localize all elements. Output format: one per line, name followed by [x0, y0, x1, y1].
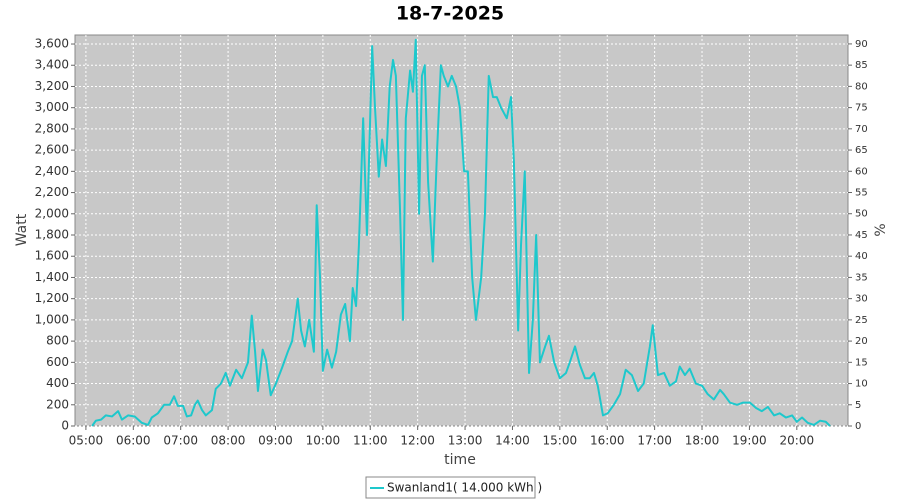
- data-line: [91, 38, 831, 427]
- y-tick-label: 400: [46, 376, 69, 390]
- y2-tick-label: 75: [855, 103, 868, 114]
- y2-tick-label: 45: [855, 230, 868, 241]
- legend-label: Swanland1( 14.000 kWh ): [387, 481, 542, 495]
- y2-tick-label: 85: [855, 60, 868, 71]
- y-tick-label: 1,000: [35, 312, 69, 326]
- legend-box: [365, 476, 536, 499]
- y2-tick-label: 40: [855, 251, 868, 262]
- y-tick-label: 2,600: [35, 143, 69, 157]
- y2-tick-label: 35: [855, 272, 868, 283]
- y-tick-label: 3,200: [35, 79, 69, 93]
- x-tick-label: 08:00: [211, 434, 246, 448]
- x-tick-label: 20:00: [780, 434, 815, 448]
- y2-tick-label: 30: [855, 294, 868, 305]
- y2-tick-label: 90: [855, 39, 868, 50]
- y-tick-label: 2,400: [35, 164, 69, 178]
- y2-tick-label: 10: [855, 379, 868, 390]
- y-tick-label: 3,600: [35, 37, 69, 51]
- x-tick-label: 11:00: [353, 434, 388, 448]
- y2-tick-label: 25: [855, 315, 868, 326]
- x-tick-label: 12:00: [400, 434, 435, 448]
- y2-tick-label: 80: [855, 81, 868, 92]
- y-tick-label: 2,000: [35, 206, 69, 220]
- x-tick-label: 15:00: [543, 434, 578, 448]
- x-tick-label: 07:00: [163, 434, 198, 448]
- legend: Swanland1( 14.000 kWh ): [365, 476, 542, 499]
- y2-axis-title: %: [873, 223, 889, 236]
- y-tick-label: 1,400: [35, 270, 69, 284]
- x-tick-label: 16:00: [590, 434, 625, 448]
- x-tick-label: 10:00: [306, 434, 341, 448]
- y-tick-label: 1,600: [35, 249, 69, 263]
- y-tick-label: 3,400: [35, 58, 69, 72]
- y2-tick-label: 55: [855, 188, 868, 199]
- x-tick-label: 17:00: [637, 434, 672, 448]
- y2-tick-label: 20: [855, 336, 868, 347]
- x-tick-label: 09:00: [258, 434, 293, 448]
- y-tick-label: 2,800: [35, 121, 69, 135]
- x-tick-label: 06:00: [116, 434, 151, 448]
- y2-tick-label: 0: [855, 421, 861, 432]
- x-tick-label: 19:00: [732, 434, 767, 448]
- y2-tick-label: 70: [855, 124, 868, 135]
- y2-tick-label: 60: [855, 166, 868, 177]
- x-tick-label: 13:00: [448, 434, 483, 448]
- x-tick-label: 05:00: [69, 434, 104, 448]
- y2-tick-label: 65: [855, 145, 868, 156]
- y2-tick-label: 50: [855, 209, 868, 220]
- y-tick-label: 1,800: [35, 228, 69, 242]
- y-tick-label: 0: [61, 419, 69, 433]
- y2-tick-label: 5: [855, 400, 861, 411]
- y2-tick-label: 15: [855, 357, 868, 368]
- y-axis-title: Watt: [14, 213, 30, 246]
- x-tick-label: 18:00: [685, 434, 720, 448]
- y-tick-label: 3,000: [35, 100, 69, 114]
- plot-area: [74, 34, 849, 427]
- y-tick-label: 200: [46, 397, 69, 411]
- y-tick-label: 2,200: [35, 185, 69, 199]
- chart-title: 18-7-2025: [396, 3, 504, 25]
- y-tick-label: 600: [46, 355, 69, 369]
- y-tick-label: 800: [46, 334, 69, 348]
- y-tick-label: 1,200: [35, 291, 69, 305]
- x-tick-label: 14:00: [495, 434, 530, 448]
- x-axis-title: time: [444, 452, 476, 468]
